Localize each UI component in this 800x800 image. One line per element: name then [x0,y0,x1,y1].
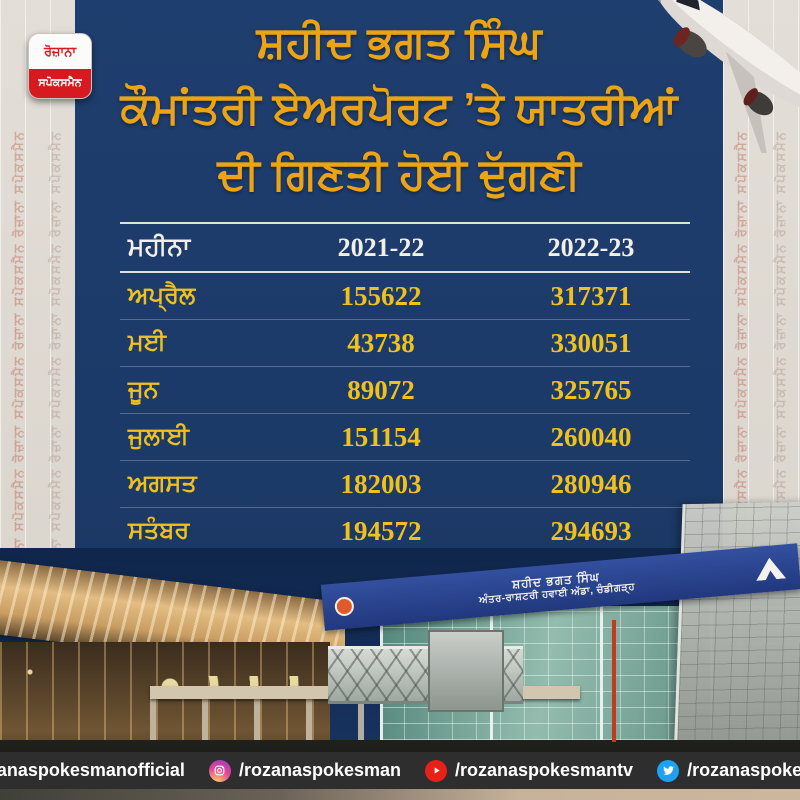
youtube-link[interactable]: /rozanaspokesmantv [425,759,634,782]
table-row: ਅਪ੍ਰੈਲ 155622 317371 [120,273,690,320]
photo-apron-strip [0,786,800,800]
facebook-handle: /rozanaspokesmanofficial [0,760,185,780]
month-cell: ਮਈ [128,329,167,356]
month-cell: ਅਗਸਤ [128,470,197,497]
youtube-icon [425,759,447,782]
month-cell: ਸਤੰਬਰ [128,517,190,544]
value-2021-22: 89072 [347,374,415,405]
table-row: ਜੁਲਾਈ 151154 260040 [120,414,690,461]
instagram-icon [208,759,231,782]
value-2022-23: 294693 [550,515,632,546]
instagram-link[interactable]: /rozanaspokesman [208,759,401,782]
headline-line2: ਕੌਮਾਂਤਰੀ ਏਅਰਪੋਰਟ ’ਤੇ ਯਾਤਰੀਆਂ [120,84,678,133]
table-row: ਮਈ 43738 330051 [120,320,690,367]
value-2021-22: 194572 [340,515,422,546]
jet-bridge-cab [428,630,504,712]
logo-top-text: ਰੋਜ਼ਾਨਾ [43,43,77,59]
value-2021-22: 43738 [347,327,415,358]
logo-bottom-text: ਸਪੋਕਸਮੈਨ [29,69,91,98]
facebook-link[interactable]: /rozanaspokesmanofficial [0,760,185,782]
value-2022-23: 260040 [550,421,632,452]
airplane-icon [644,0,800,153]
table-row: ਜੂਨ 89072 325765 [120,367,690,414]
aai-roundel-icon [334,595,355,617]
header-month: ਮਹੀਨਾ [128,233,191,261]
header-2021-22: 2021-22 [337,232,425,262]
value-2022-23: 330051 [550,327,632,358]
value-2022-23: 280946 [550,468,632,499]
month-cell: ਜੂਨ [128,376,159,403]
twitter-handle: /rozanaspokesmantv [687,760,800,780]
social-bar: /rozanaspokesmanofficial /rozanaspokesma… [0,752,800,789]
value-2022-23: 325765 [550,374,632,405]
walkway-canopies [160,676,460,687]
table-row: ਅਗਸਤ 182003 280946 [120,461,690,508]
passenger-table: ਮਹੀਨਾ 2021-22 2022-23 ਅਪ੍ਰੈਲ 155622 3173… [120,222,690,556]
value-2021-22: 151154 [341,421,421,452]
twitter-link[interactable]: /rozanaspokesmantv [657,759,800,782]
month-cell: ਅਪ੍ਰੈਲ [128,282,196,309]
value-2021-22: 155622 [340,280,422,311]
twitter-icon [657,759,680,782]
value-2021-22: 182003 [340,468,422,499]
header-2022-23: 2022-23 [547,232,635,262]
grey-corner-tower [673,501,800,770]
headline: ਸ਼ਹੀਦ ਭਗਤ ਸਿੰਘ ਕੌਮਾਂਤਰੀ ਏਅਰਪੋਰਟ ’ਤੇ ਯਾਤਰ… [78,10,720,208]
headline-line1: ਸ਼ਹੀਦ ਭਗਤ ਸਿੰਘ [256,18,542,67]
rozana-spokesman-logo: ਰੋਜ਼ਾਨਾ ਸਪੋਕਸਮੈਨ [28,33,92,99]
table-header-row: ਮਹੀਨਾ 2021-22 2022-23 [120,222,690,273]
youtube-handle: /rozanaspokesmantv [455,760,634,780]
headline-line3: ਦੀ ਗਿਣਤੀ ਹੋਈ ਦੁੱਗਣੀ [217,150,581,199]
light-mast [612,620,616,742]
value-2022-23: 317371 [550,280,632,311]
aai-logo-icon [754,556,786,581]
month-cell: ਜੁਲਾਈ [128,423,190,450]
instagram-handle: /rozanaspokesman [238,760,401,780]
